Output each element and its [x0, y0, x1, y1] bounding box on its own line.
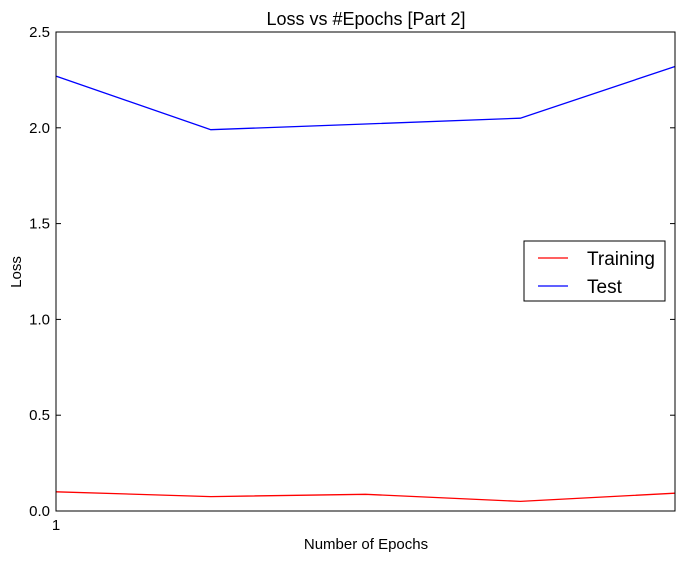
- y-tick-label: 2.5: [29, 24, 50, 41]
- y-tick-label: 0.0: [29, 503, 50, 520]
- series-line-test: [55, 65, 676, 131]
- x-axis-label: Number of Epochs: [304, 536, 428, 553]
- legend-label-test: Test: [587, 277, 623, 298]
- y-tick-label: 1.0: [29, 311, 50, 328]
- plot-frame: [55, 31, 676, 512]
- chart-title: Loss vs #Epochs [Part 2]: [266, 9, 465, 29]
- plot-area: 0.0 0.5 1.0 1.5 2.0 2.5 1: [29, 24, 676, 534]
- legend-box: [523, 240, 666, 302]
- legend: Training Test: [523, 240, 666, 302]
- y-axis-label: Loss: [8, 256, 25, 288]
- y-tick-label: 0.5: [29, 407, 50, 424]
- x-tick-label: 1: [52, 517, 60, 534]
- y-tick-label: 1.5: [29, 216, 50, 233]
- y-tick-label: 2.0: [29, 120, 50, 137]
- legend-label-training: Training: [587, 249, 655, 270]
- series-line-training: [55, 491, 676, 503]
